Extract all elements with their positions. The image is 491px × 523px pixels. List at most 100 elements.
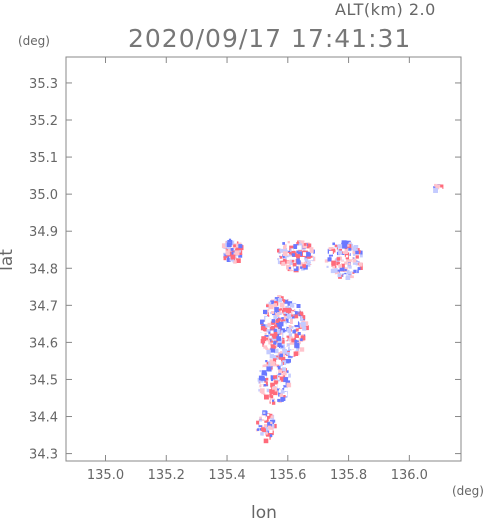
echo-cell [435,184,441,190]
echo-cell [274,307,280,313]
echo-cell [272,333,278,339]
y-tick-label: 34.8 [29,262,58,277]
echo-cell [337,248,341,252]
echo-cell [293,244,299,249]
echo-cell [307,260,310,263]
echo-cell [269,342,273,346]
echo-cell [290,319,295,324]
echo-cell [303,261,307,265]
echo-cell [349,273,354,279]
echo-cell [266,433,270,437]
echo-cell [300,266,303,269]
echo-cell [283,377,289,383]
echo-cell [254,423,258,427]
echo-cell [439,187,443,191]
echo-cell [283,247,288,252]
echo-cell [279,376,284,381]
echo-cell [280,398,284,402]
echo-cell [282,337,285,340]
echo-cell [298,243,302,247]
echo-cell [278,325,282,329]
echo-cell [271,401,276,405]
echo-cell [336,257,341,261]
echo-cell [267,344,270,348]
echo-cell [346,262,350,266]
echo-cell [264,431,268,435]
echo-cell [352,258,357,263]
echo-cell [277,387,280,391]
echo-cell [270,415,274,419]
echo-cell [269,354,274,359]
echo-cell [298,328,304,334]
echo-cell [293,311,298,316]
echo-cell [270,421,273,424]
echo-cell [280,298,286,303]
echo-cell [294,339,298,343]
echo-cell [433,188,438,193]
echo-cell [275,329,280,334]
echo-cell [274,332,278,335]
echo-cell [357,257,362,262]
echo-cell [265,377,269,381]
echo-cell [292,263,297,267]
echo-cell [278,318,281,321]
echo-cell [291,338,296,343]
echo-cell [259,370,262,373]
echo-cell [355,262,358,266]
echo-cell [282,254,287,259]
echo-cell [283,295,288,300]
echo-cell [258,423,263,428]
echo-cell [294,314,299,319]
echo-cell [286,307,291,313]
echo-cell [291,248,294,251]
echo-cell [300,316,303,319]
echo-cell [303,334,306,337]
y-tick-label: 34.7 [29,299,58,314]
x-tick-label: 135.0 [87,468,124,483]
echo-cell [279,256,283,259]
echo-cell [309,249,314,253]
echo-cell [272,386,277,392]
echo-cell [283,381,287,385]
echo-cell [270,344,275,349]
echo-cell [352,250,357,255]
echo-cell [347,244,350,247]
echo-cell [270,426,274,430]
echo-cell [344,261,348,265]
echo-cell [354,248,358,252]
echo-cell [291,308,295,312]
echo-cell [346,258,350,263]
echo-cell [266,337,268,340]
echo-cell [302,326,307,331]
echo-cell [342,244,347,249]
echo-cell [346,269,352,275]
echo-cell [266,366,272,372]
echo-cell [260,326,266,331]
echo-cell [283,365,286,368]
echo-cell [270,367,273,370]
echo-cell [233,244,236,248]
echo-cell [338,246,342,251]
echo-cell [341,270,345,274]
echo-cell [294,342,300,348]
echo-cell [261,415,266,420]
echo-cell [348,262,351,266]
echo-cell [294,348,299,353]
echo-cell [230,251,235,257]
echo-cell [305,260,309,264]
echo-cell [284,387,288,392]
echo-cell [278,312,282,315]
echo-cell [343,249,348,254]
echo-cell [278,372,282,375]
echo-cell [336,239,339,243]
echo-cell [288,267,291,270]
echo-cell [280,336,284,339]
echo-cell [288,325,292,328]
echo-cell [270,329,273,332]
echo-cell [292,311,295,315]
echo-cell [330,256,335,262]
echo-cell [276,389,279,392]
echo-cell [293,348,297,351]
echo-cell [347,264,350,268]
echo-cell [260,427,265,432]
